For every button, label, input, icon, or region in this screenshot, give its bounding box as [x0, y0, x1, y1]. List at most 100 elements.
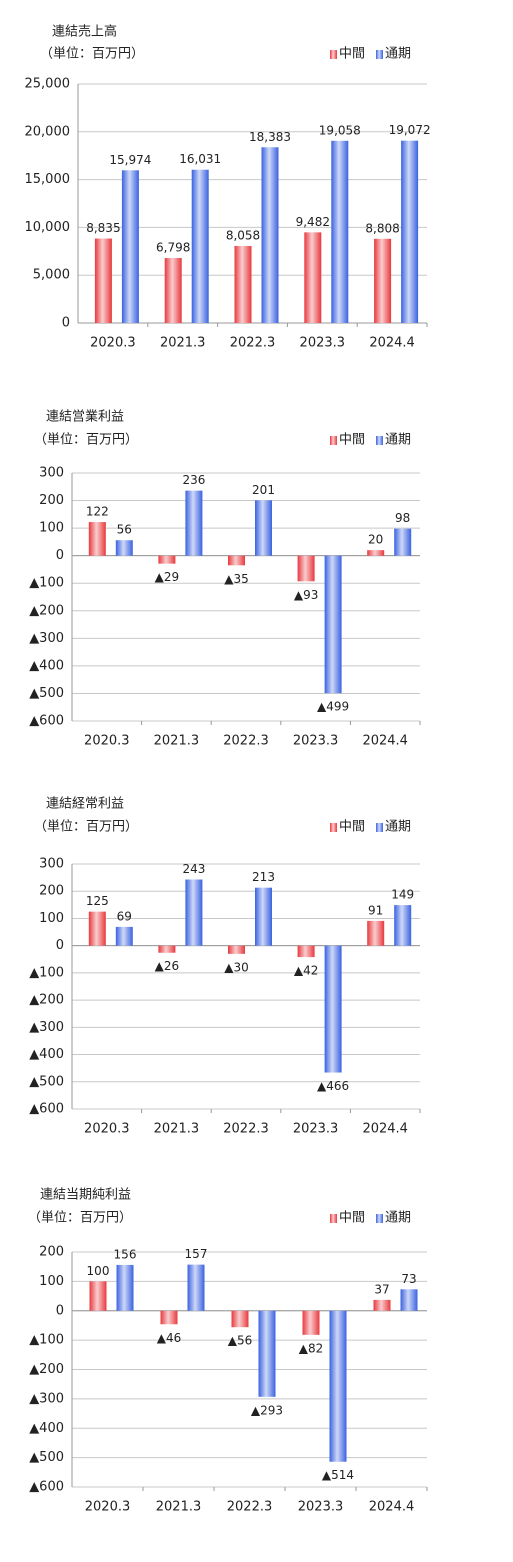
legend-label: 中間 [339, 1211, 365, 1226]
y-tick-label: ▲400 [29, 1421, 64, 1436]
x-tick-label: 2024.4 [362, 734, 408, 749]
x-tick-label: 2022.3 [223, 1122, 269, 1137]
value-label: ▲466 [317, 1079, 349, 1093]
y-tick-label: ▲100 [29, 965, 64, 980]
value-label: ▲26 [155, 959, 180, 973]
value-label: 19,058 [319, 123, 361, 137]
legend-swatch [330, 50, 337, 59]
bar [331, 140, 349, 323]
chart-title: 連結売上高 [52, 24, 117, 40]
y-tick-label: ▲600 [29, 1102, 64, 1117]
bar [115, 926, 133, 946]
x-tick-label: 2021.3 [154, 734, 200, 749]
x-tick-label: 2022.3 [230, 336, 276, 351]
bar [394, 905, 412, 946]
bar [374, 238, 392, 323]
value-label: 9,482 [296, 215, 330, 229]
x-tick-label: 2020.3 [84, 1122, 130, 1137]
y-tick-label: 200 [39, 1245, 64, 1260]
y-tick-label: 15,000 [25, 172, 71, 187]
bar [228, 555, 245, 566]
y-tick-label: ▲300 [29, 631, 64, 646]
bar [255, 500, 272, 556]
bar [115, 540, 133, 556]
legend-swatch [330, 436, 337, 445]
value-label: 8,835 [86, 221, 120, 235]
y-tick-label: 100 [39, 1274, 64, 1289]
x-tick-label: 2023.3 [293, 734, 339, 749]
y-tick-label: 300 [39, 857, 64, 872]
bar [88, 911, 106, 946]
bar [187, 1264, 205, 1311]
value-label: 98 [395, 511, 410, 525]
bar [367, 920, 385, 946]
bar [185, 879, 203, 946]
value-label: 37 [374, 1282, 389, 1296]
value-label: 149 [391, 888, 414, 902]
chart-title: 連結当期純利益 [40, 1188, 131, 1203]
y-tick-label: 5,000 [33, 268, 70, 283]
value-label: 213 [252, 870, 275, 884]
legend-swatch [330, 1214, 337, 1223]
y-tick-label: 300 [39, 466, 64, 481]
y-tick-label: ▲600 [29, 1480, 64, 1495]
legend-swatch [376, 50, 383, 59]
y-tick-label: 200 [39, 884, 64, 899]
value-label: 157 [185, 1247, 208, 1261]
value-label: ▲514 [322, 1468, 354, 1482]
x-tick-label: 2023.3 [300, 336, 346, 351]
value-label: 6,798 [156, 241, 190, 255]
bar [164, 258, 182, 323]
bar [116, 1264, 134, 1311]
value-label: ▲293 [251, 1403, 283, 1417]
value-label: 73 [401, 1272, 416, 1286]
value-label: ▲29 [155, 570, 180, 584]
bar [234, 245, 252, 323]
bar [258, 1310, 276, 1397]
x-tick-label: 2020.3 [85, 1500, 131, 1515]
legend-label: 通期 [385, 433, 411, 448]
value-label: 100 [87, 1264, 110, 1278]
y-tick-label: 0 [56, 1303, 64, 1318]
bar [401, 140, 419, 323]
y-tick-label: 0 [56, 938, 64, 953]
bar [329, 1310, 347, 1462]
value-label: ▲56 [228, 1334, 253, 1348]
y-tick-label: ▲200 [29, 1362, 64, 1377]
chart-subtitle: （単位：百万円） [34, 819, 138, 835]
y-tick-label: 25,000 [25, 77, 71, 92]
y-tick-label: ▲100 [29, 1333, 64, 1348]
legend-swatch [376, 436, 383, 445]
x-tick-label: 2021.3 [154, 1122, 200, 1137]
x-tick-label: 2023.3 [293, 1122, 339, 1137]
legend-label: 通期 [385, 820, 411, 835]
value-label: 69 [117, 909, 132, 923]
legend-label: 中間 [339, 47, 365, 62]
y-tick-label: ▲200 [29, 993, 64, 1008]
y-tick-label: 100 [39, 911, 64, 926]
value-label: ▲93 [294, 588, 319, 602]
y-tick-label: ▲400 [29, 1047, 64, 1062]
y-tick-label: ▲300 [29, 1391, 64, 1406]
bar [400, 1289, 418, 1311]
bar [228, 945, 245, 954]
value-label: 8,808 [365, 221, 399, 235]
y-tick-label: 100 [39, 521, 64, 536]
y-tick-label: 0 [62, 316, 70, 331]
value-label: 19,072 [389, 123, 431, 137]
bar [373, 1299, 391, 1311]
bar [324, 555, 342, 694]
y-tick-label: ▲500 [29, 1074, 64, 1089]
value-label: ▲499 [317, 700, 349, 714]
bar [324, 945, 342, 1073]
value-label: ▲46 [157, 1331, 182, 1345]
bar [185, 490, 203, 556]
value-label: 16,031 [179, 152, 221, 166]
y-tick-label: ▲400 [29, 658, 64, 673]
legend-swatch [330, 823, 337, 832]
bar [89, 1281, 107, 1311]
bar [302, 1310, 320, 1335]
bar [304, 232, 322, 323]
y-tick-label: ▲600 [29, 714, 64, 729]
value-label: ▲35 [224, 572, 249, 586]
